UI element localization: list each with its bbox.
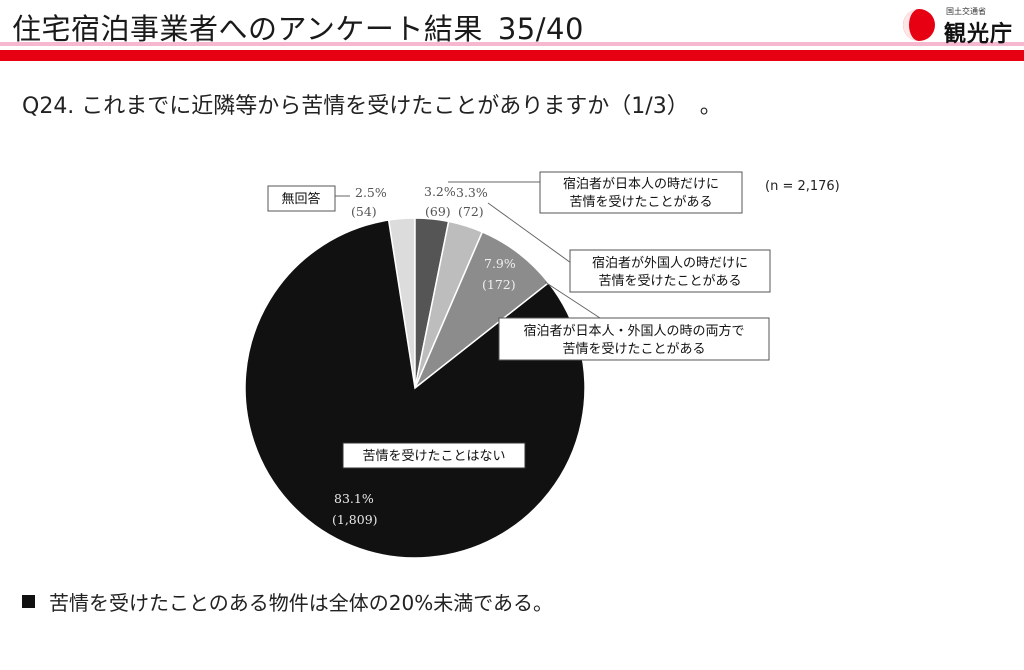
- question-text: Q24. これまでに近隣等から苦情を受けたことがありますか（1/3） 。: [22, 94, 722, 119]
- callout-box-both: [498, 317, 770, 361]
- callout-foreign-only-line1: 宿泊者が外国人の時だけに: [592, 255, 748, 271]
- callout-no-complaint: 苦情を受けたことはない: [362, 448, 505, 464]
- title-underline: [0, 42, 1024, 46]
- callout-box-japanese-only: [539, 171, 743, 214]
- callout-foreign-only-line2: 苦情を受けたことがある: [598, 273, 741, 289]
- logo: 国土交通省 観光庁: [902, 4, 1022, 47]
- data-label-both-count: (172): [482, 277, 516, 292]
- square-bullet-icon: [22, 595, 35, 608]
- pie-slice-no-complaint: [244, 219, 586, 559]
- data-label-no-complaint-count: (1,809): [332, 512, 378, 527]
- data-label-foreign-only-percent: 3.3%: [456, 185, 488, 200]
- leader-line-foreign-only: [487, 202, 579, 269]
- rising-sun-logo-icon: [903, 9, 935, 41]
- logo-ministry-text: 国土交通省: [946, 7, 986, 16]
- accent-bar: [0, 50, 1024, 61]
- callout-box-no-complaint: [342, 442, 526, 469]
- callout-box-no-answer: [267, 185, 336, 212]
- leader-lines: [335, 181, 601, 319]
- data-label-both-percent: 7.9%: [484, 256, 516, 271]
- header: 住宅宿泊事業者へのアンケート結果_35/40 国土交通省 観光庁: [0, 0, 1024, 64]
- data-label-japanese-only-percent: 3.2%: [424, 184, 456, 199]
- conclusion-note: 苦情を受けたことのある物件は全体の20%未満である。: [22, 587, 553, 616]
- callout-box-foreign-only: [569, 249, 771, 293]
- callout-no-answer: 無回答: [281, 191, 320, 207]
- data-label-foreign-only-count: (72): [458, 204, 484, 219]
- callout-japanese-only-line1: 宿泊者が日本人の時だけに: [563, 176, 719, 192]
- leader-line-both: [544, 281, 601, 319]
- data-label-no-answer-count: (54): [351, 204, 377, 219]
- data-label-japanese-only-count: (69): [425, 204, 451, 219]
- page-title: 住宅宿泊事業者へのアンケート結果_35/40: [12, 12, 584, 46]
- callout-both-line2: 苦情を受けたことがある: [562, 341, 705, 357]
- conclusion-text: 苦情を受けたことのある物件は全体の20%未満である。: [49, 591, 554, 615]
- data-label-no-answer-percent: 2.5%: [355, 185, 387, 200]
- callout-both-line1: 宿泊者が日本人・外国人の時の両方で: [523, 323, 744, 339]
- callout-japanese-only-line2: 苦情を受けたことがある: [569, 194, 712, 210]
- data-label-no-complaint-percent: 83.1%: [334, 491, 374, 506]
- logo-agency-name: 観光庁: [944, 22, 1014, 47]
- sample-size-label: (n = 2,176): [765, 179, 840, 194]
